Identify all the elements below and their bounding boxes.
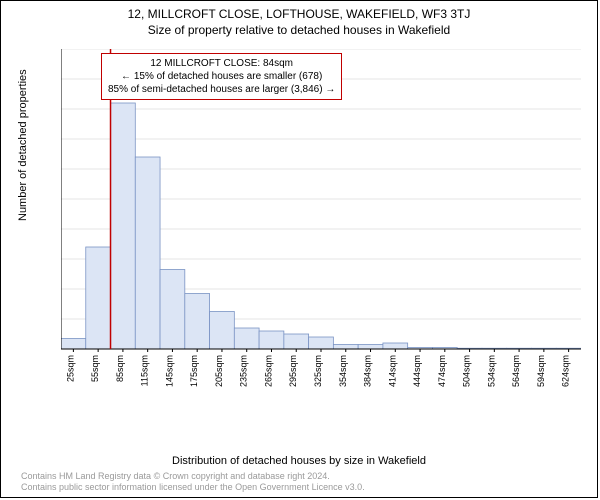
chart-area: 020040060080010001200140016001800200025s… <box>61 49 581 419</box>
title-main: 12, MILLCROFT CLOSE, LOFTHOUSE, WAKEFIEL… <box>1 7 597 21</box>
chart-container: 12, MILLCROFT CLOSE, LOFTHOUSE, WAKEFIEL… <box>0 0 598 498</box>
svg-text:25sqm: 25sqm <box>65 355 75 382</box>
svg-text:265sqm: 265sqm <box>263 355 273 387</box>
svg-text:115sqm: 115sqm <box>140 355 150 386</box>
svg-text:414sqm: 414sqm <box>387 355 397 387</box>
svg-text:205sqm: 205sqm <box>214 355 224 387</box>
credits-line2: Contains public sector information licen… <box>21 482 365 493</box>
svg-text:504sqm: 504sqm <box>462 355 472 387</box>
svg-text:534sqm: 534sqm <box>486 355 496 387</box>
title-sub: Size of property relative to detached ho… <box>1 23 597 37</box>
svg-text:175sqm: 175sqm <box>189 355 199 387</box>
svg-text:354sqm: 354sqm <box>338 355 348 387</box>
credits-line1: Contains HM Land Registry data © Crown c… <box>21 471 365 482</box>
svg-text:384sqm: 384sqm <box>363 355 373 387</box>
callout-box: 12 MILLCROFT CLOSE: 84sqm ← 15% of detac… <box>101 53 342 100</box>
svg-text:564sqm: 564sqm <box>511 355 521 387</box>
x-axis-label: Distribution of detached houses by size … <box>1 455 597 467</box>
svg-text:85sqm: 85sqm <box>115 355 125 382</box>
credits: Contains HM Land Registry data © Crown c… <box>21 471 365 493</box>
svg-text:145sqm: 145sqm <box>164 355 174 387</box>
svg-text:444sqm: 444sqm <box>412 355 422 387</box>
svg-text:235sqm: 235sqm <box>239 355 249 387</box>
svg-text:55sqm: 55sqm <box>90 355 100 382</box>
callout-line3: 85% of semi-detached houses are larger (… <box>108 83 335 96</box>
y-axis-label: Number of detached properties <box>17 69 29 221</box>
svg-text:594sqm: 594sqm <box>536 355 546 387</box>
histogram-svg: 020040060080010001200140016001800200025s… <box>61 49 581 419</box>
svg-text:474sqm: 474sqm <box>437 355 447 387</box>
svg-text:325sqm: 325sqm <box>313 355 323 387</box>
svg-text:295sqm: 295sqm <box>288 355 298 387</box>
callout-line1: 12 MILLCROFT CLOSE: 84sqm <box>108 57 335 70</box>
svg-text:624sqm: 624sqm <box>561 355 571 387</box>
callout-line2: ← 15% of detached houses are smaller (67… <box>108 70 335 83</box>
